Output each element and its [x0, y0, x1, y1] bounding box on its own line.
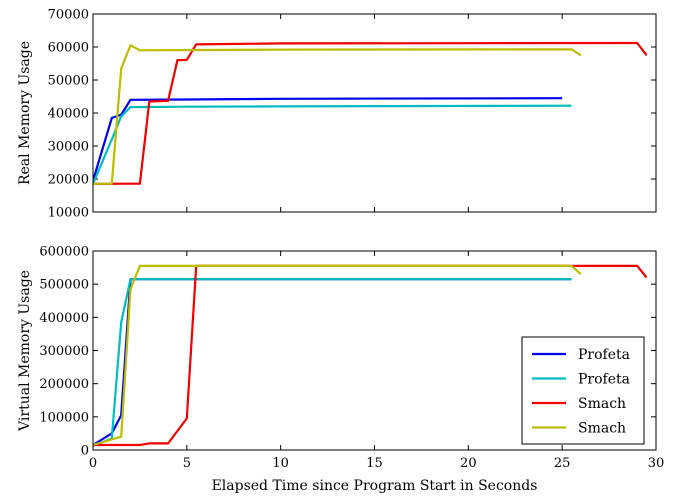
chart-panel-2: 0 5 10 15 20 25 30 0 100000 200000 300000 400000 500…: [17, 245, 664, 495]
legend-label: Profeta: [578, 372, 630, 388]
y-tick-label: 100000: [39, 410, 89, 425]
legend-label: Smach: [578, 396, 626, 412]
plot-frame: [92, 13, 657, 213]
y-tick-label: 400000: [39, 311, 89, 326]
x-tick-label: 10: [272, 456, 289, 471]
series-line-4: [93, 264, 582, 447]
series-line-1: [93, 97, 563, 182]
x-axis-label: Elapsed Time since Program Start in Seco…: [212, 478, 538, 494]
y-tick-label: 30000: [48, 140, 89, 155]
series-line-3: [93, 41, 648, 185]
series-line-2: [93, 278, 572, 448]
y-tick-label: 500000: [39, 278, 89, 293]
x-tick-label: 25: [554, 456, 571, 471]
x-tick-label: 0: [89, 456, 97, 471]
y-tick-label: 200000: [39, 377, 89, 392]
y-tick-label: 60000: [48, 41, 89, 56]
y-axis-label: Virtual Memory Usage: [17, 270, 33, 432]
y-tick-label: 50000: [48, 74, 89, 89]
y-tick-label: 600000: [39, 245, 89, 260]
y-axis-label: Real Memory Usage: [17, 41, 33, 185]
plot-frame: [92, 250, 657, 451]
series-line-4: [93, 43, 582, 185]
y-tick-label: 20000: [48, 173, 89, 188]
y-tick-label: 40000: [48, 107, 89, 122]
series-line-2: [93, 104, 572, 185]
x-tick-label: 5: [183, 456, 191, 471]
y-tick-label: 10000: [48, 206, 89, 221]
chart-panel-1: 10000 20000 30000 40000 50000 60000 70000 Real …: [17, 8, 657, 221]
x-tick-label: 15: [366, 456, 383, 471]
x-tick-label: 30: [648, 456, 665, 471]
series-line-1: [93, 278, 572, 446]
legend-label: Smach: [578, 421, 626, 437]
y-tick-label: 0: [81, 444, 89, 459]
legend: Profeta Profeta Smach Smach: [521, 336, 645, 445]
x-tick-label: 20: [460, 456, 477, 471]
y-tick-label: 300000: [39, 344, 89, 359]
legend-label: Profeta: [578, 347, 630, 363]
y-tick-label: 70000: [48, 8, 89, 23]
